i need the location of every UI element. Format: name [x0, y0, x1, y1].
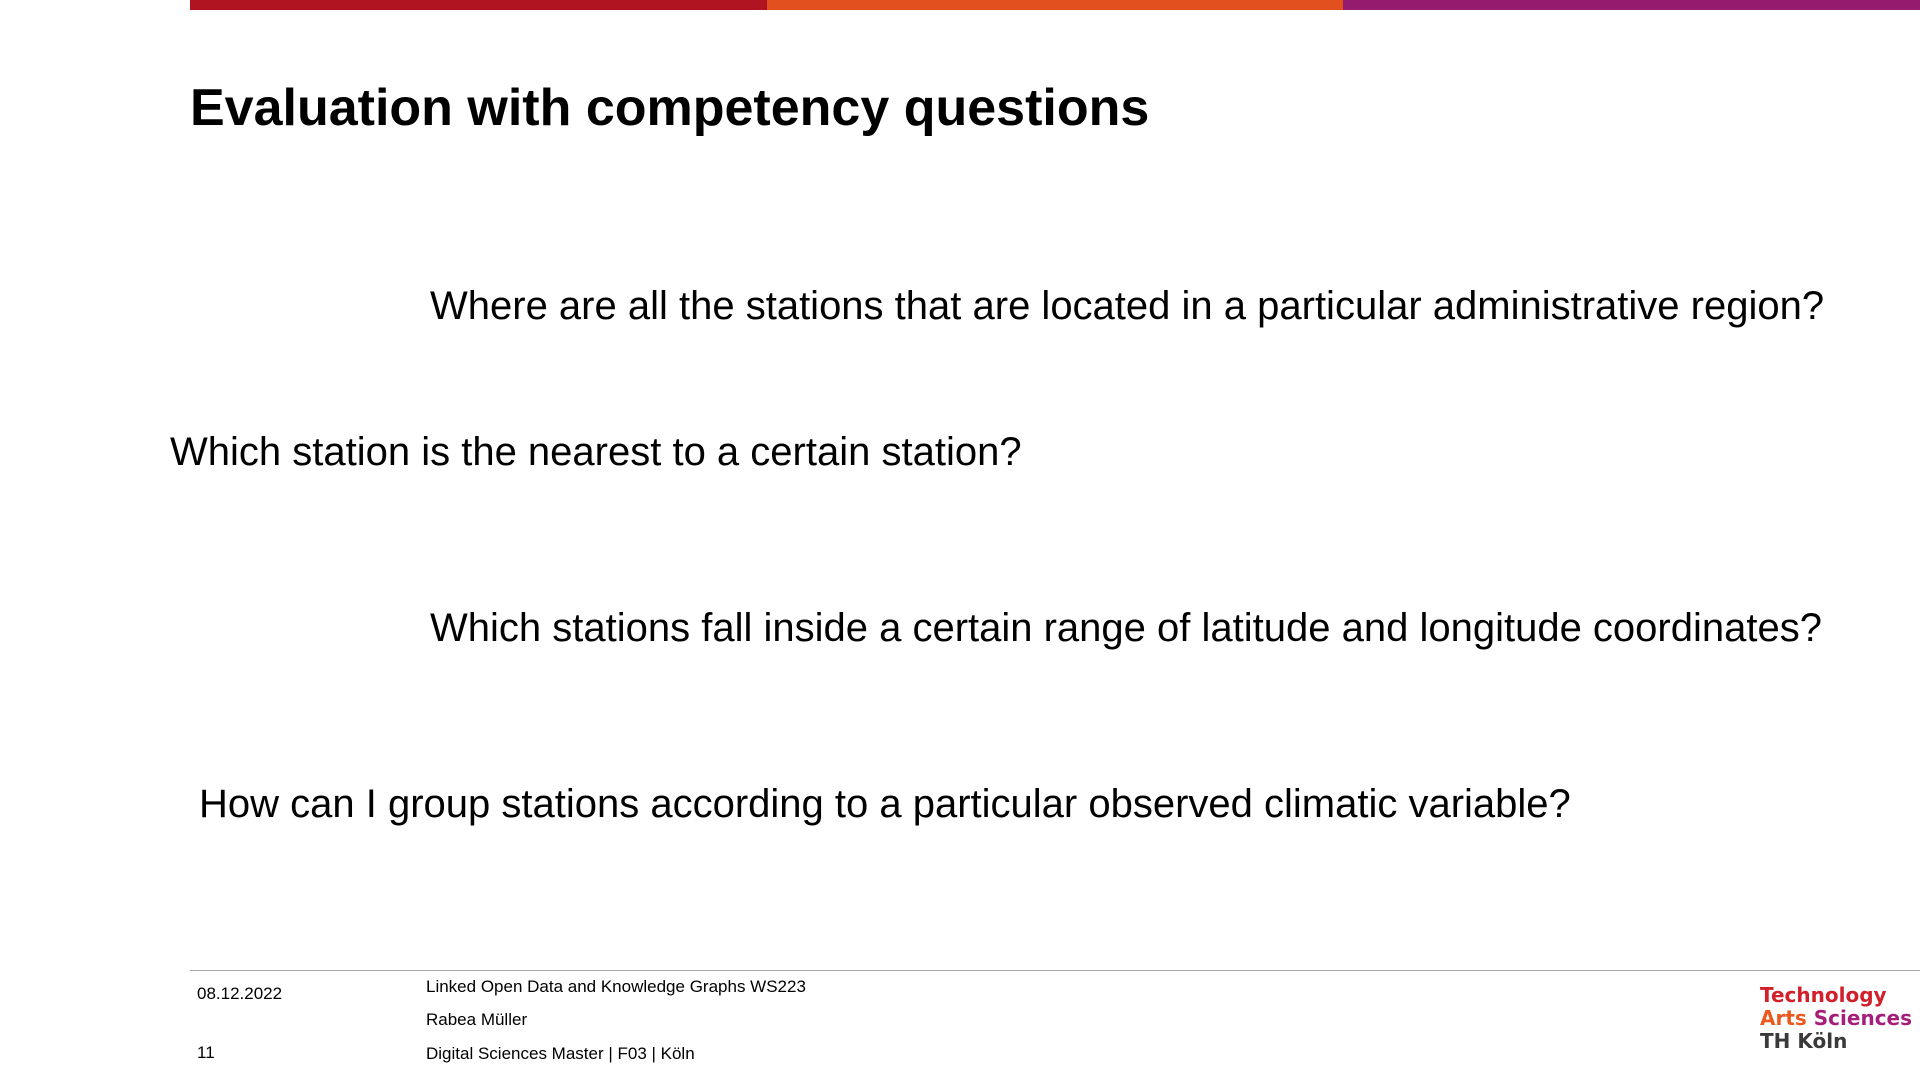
th-koeln-logo: Technology Arts Sciences TH Köln	[1760, 984, 1912, 1053]
question-administrative-region: Where are all the stations that are loca…	[430, 284, 1825, 328]
footer-date: 08.12.2022	[197, 984, 283, 1003]
top-bar-purple-segment	[1343, 0, 1920, 10]
slide-title: Evaluation with competency questions	[190, 79, 1150, 137]
top-bar-red-segment	[190, 0, 767, 10]
top-color-bar	[190, 0, 1920, 10]
footer-page-number: 11	[197, 1043, 215, 1062]
question-group-by-variable: How can I group stations according to a …	[199, 782, 1571, 826]
logo-th-koeln: TH Köln	[1760, 1029, 1848, 1053]
logo-sciences: Sciences	[1813, 1006, 1913, 1030]
footer-author: Rabea Müller	[426, 1010, 528, 1029]
footer-course: Linked Open Data and Knowledge Graphs WS…	[426, 977, 806, 996]
question-coordinate-range: Which stations fall inside a certain ran…	[430, 606, 1822, 650]
footer-department: Digital Sciences Master | F03 | Köln	[426, 1044, 695, 1063]
footer-divider	[190, 970, 1920, 971]
question-nearest-station: Which station is the nearest to a certai…	[170, 430, 1022, 474]
logo-arts: Arts	[1760, 1006, 1807, 1030]
logo-arts-sciences-line: Arts Sciences	[1760, 1007, 1912, 1030]
logo-technology: Technology	[1760, 983, 1887, 1007]
top-bar-orange-segment	[766, 0, 1344, 10]
